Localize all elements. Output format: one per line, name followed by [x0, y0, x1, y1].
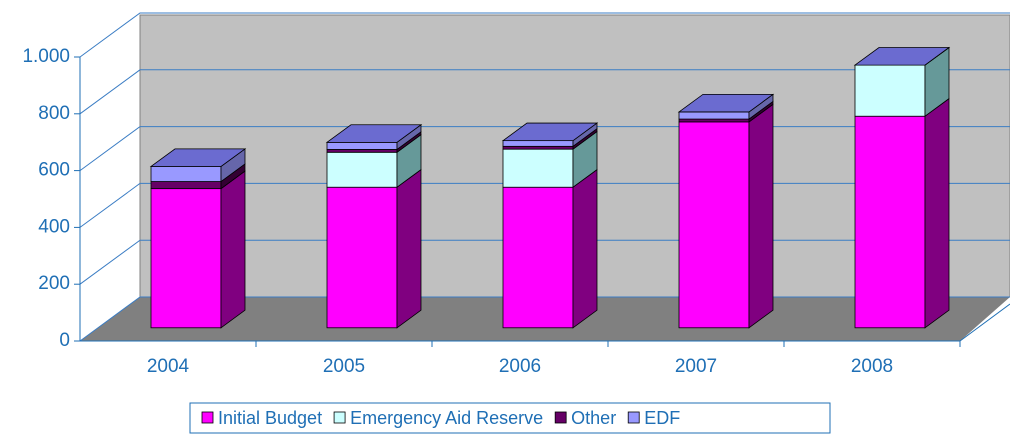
- bar-segment: [326, 186, 398, 329]
- bar-segment: [150, 166, 222, 182]
- y-tick-label: 0: [59, 330, 70, 351]
- bar-segment: [678, 111, 750, 120]
- bar-side: [220, 170, 246, 329]
- y-tick-label: 800: [38, 103, 70, 124]
- legend-label: Emergency Aid Reserve: [350, 408, 543, 428]
- bar-segment: [502, 145, 574, 150]
- y-tick-label: 600: [38, 160, 70, 181]
- bar-segment: [150, 181, 222, 190]
- y-tick-label: 1.000: [22, 46, 70, 67]
- bar-segment: [326, 141, 398, 150]
- legend-swatch: [627, 411, 640, 424]
- legend-swatch: [201, 411, 214, 424]
- legend-swatch: [554, 411, 567, 424]
- side-wall: [80, 15, 140, 341]
- legend: [189, 402, 831, 434]
- legend-label: EDF: [644, 408, 680, 428]
- grid-line: [79, 12, 1010, 58]
- axis-edge: [959, 303, 1010, 342]
- bar-top: [853, 47, 951, 66]
- bar-segment: [854, 64, 926, 117]
- legend-swatch: [333, 411, 346, 424]
- y-tick-label: 400: [38, 216, 70, 237]
- bar-top: [501, 122, 599, 142]
- bar-segment: [502, 148, 574, 188]
- bar-top: [677, 93, 775, 113]
- bar-segment: [150, 188, 222, 329]
- bar-segment: [854, 115, 926, 329]
- x-tick-label: 2008: [851, 356, 893, 377]
- bar-side: [924, 97, 950, 329]
- y-tick-label: 200: [38, 273, 70, 294]
- bar-segment: [502, 140, 574, 147]
- grid-line: [79, 69, 1010, 115]
- x-tick-label: 2005: [323, 356, 365, 377]
- legend-label: Other: [571, 408, 616, 428]
- x-tick-label: 2007: [675, 356, 717, 377]
- bar-side: [572, 168, 598, 329]
- bar-segment: [326, 149, 398, 153]
- bar-side: [396, 168, 422, 329]
- bar-segment: [678, 118, 750, 123]
- bar-segment: [502, 186, 574, 329]
- bar-segment: [678, 121, 750, 329]
- x-tick-label: 2004: [147, 356, 190, 377]
- bar-top: [149, 148, 247, 167]
- x-tick-label: 2006: [499, 356, 541, 377]
- bar-segment: [326, 151, 398, 188]
- bar-top: [325, 124, 423, 143]
- legend-label: Initial Budget: [218, 408, 322, 428]
- bar-side: [748, 103, 774, 329]
